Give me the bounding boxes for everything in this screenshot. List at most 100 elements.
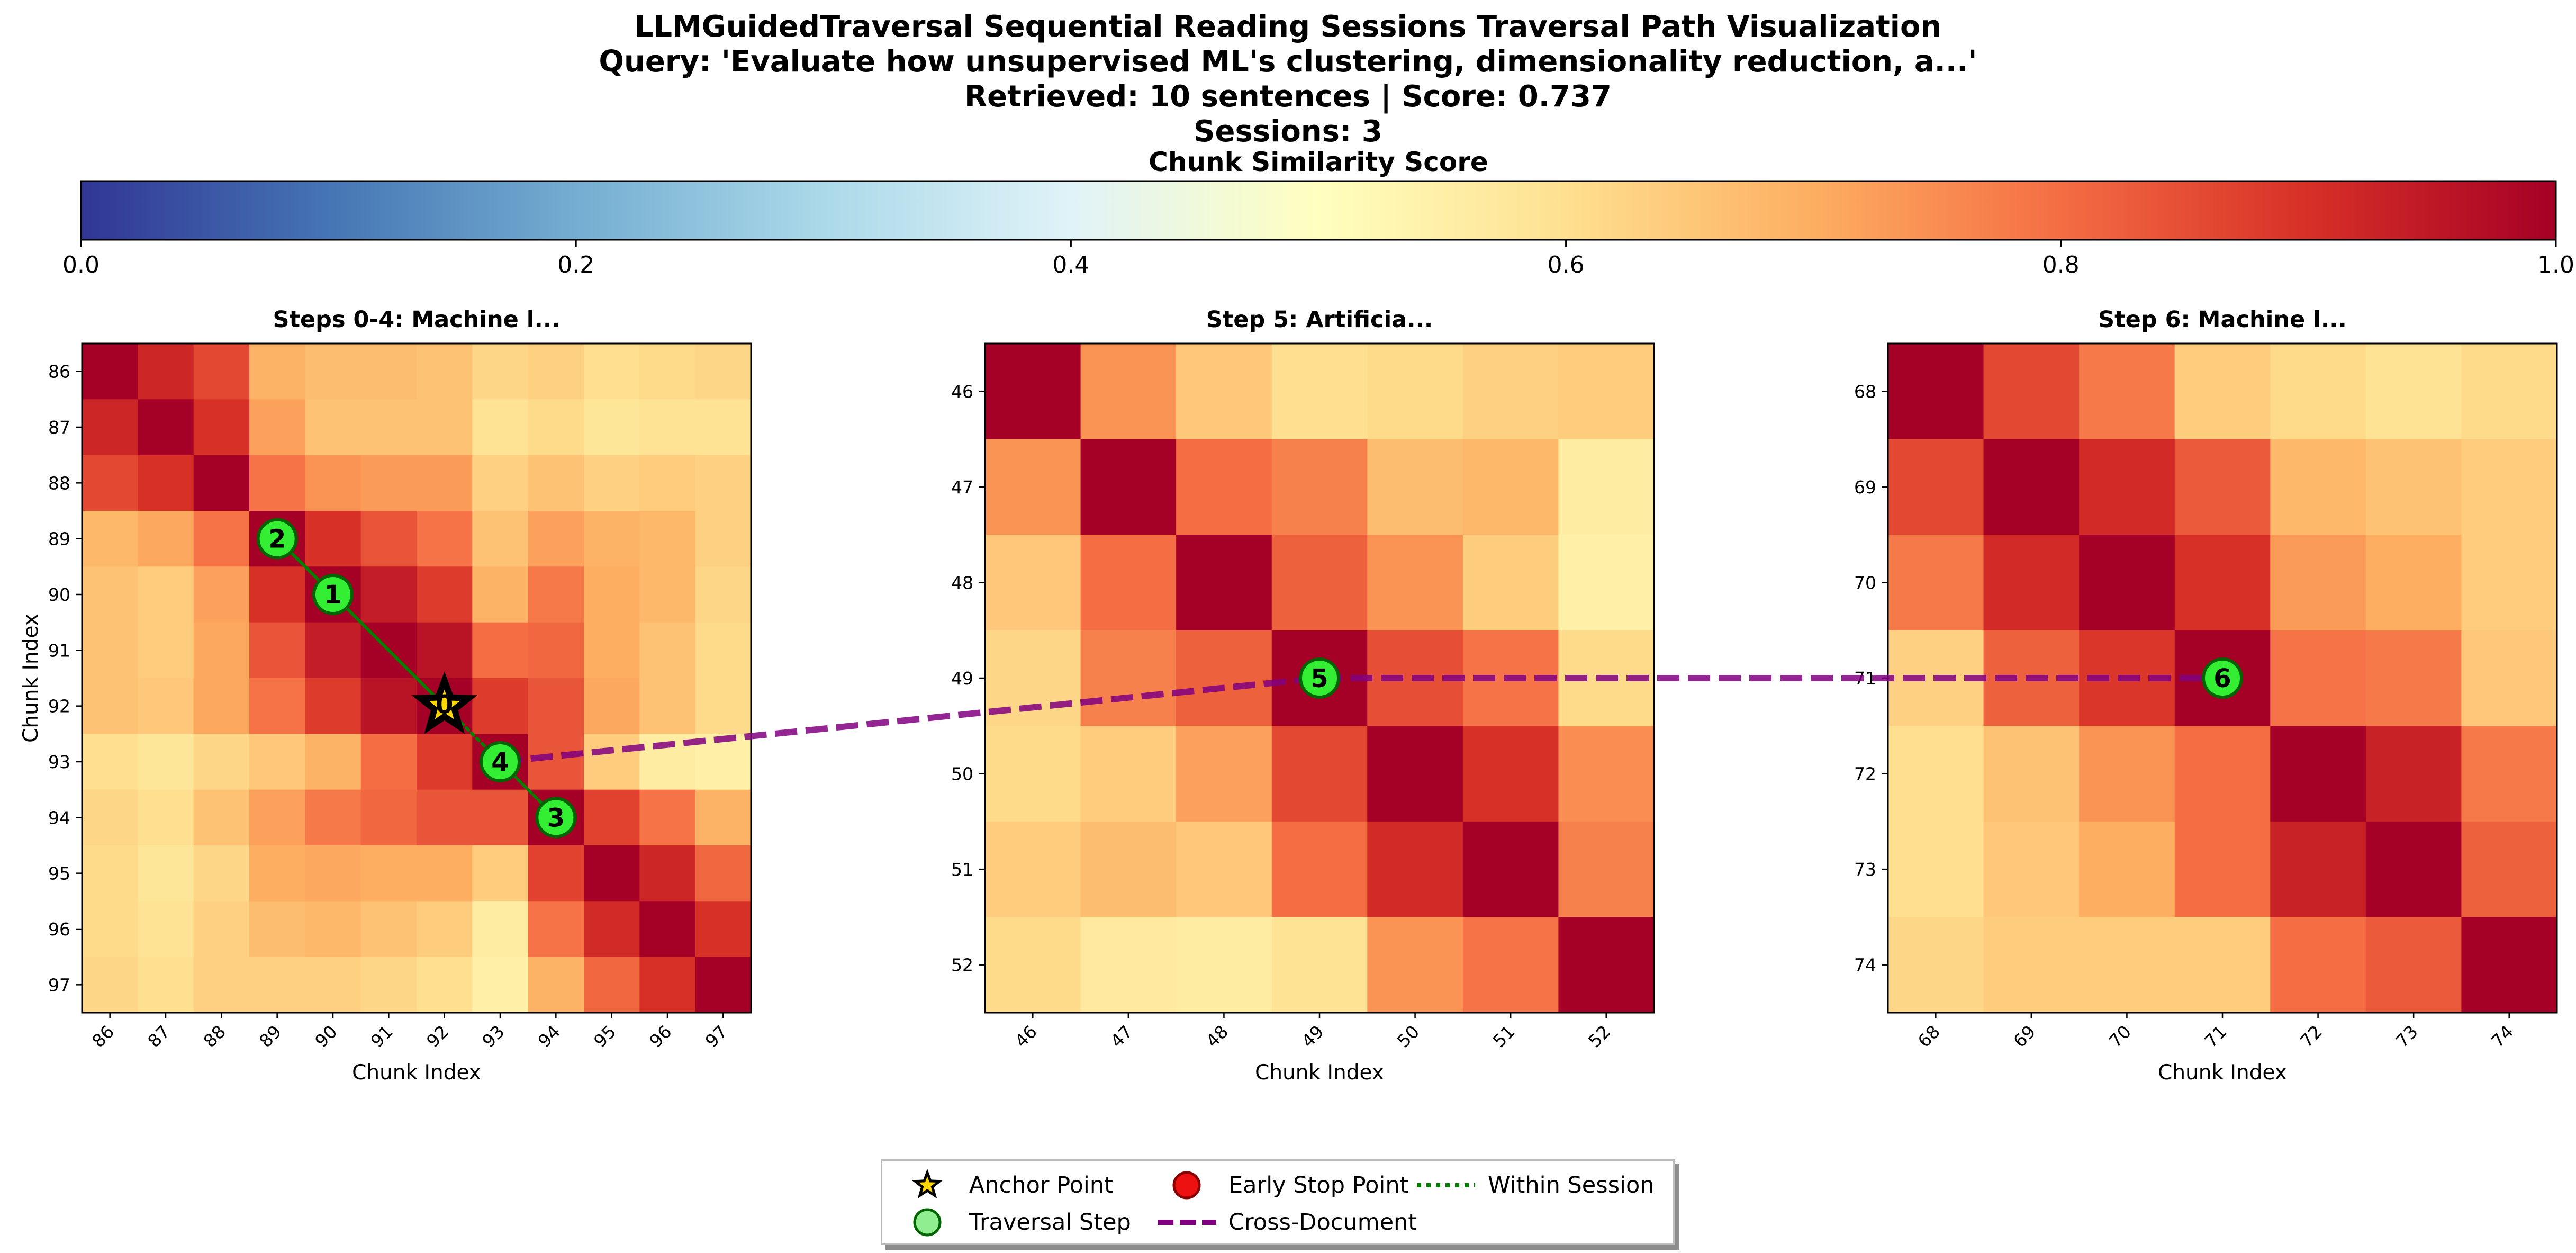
heatmap-cell bbox=[82, 845, 138, 902]
heatmap-cell bbox=[584, 566, 640, 623]
heatmap-cell bbox=[1367, 535, 1463, 631]
heatmap-cell bbox=[1888, 344, 1984, 440]
heatmap-cell bbox=[2365, 439, 2462, 535]
heatmap-cell bbox=[528, 566, 584, 623]
heatmap-cell bbox=[249, 344, 305, 400]
heatmap-cell bbox=[1176, 535, 1272, 631]
heatmap-cell bbox=[985, 439, 1081, 535]
step-number-label: 6 bbox=[2213, 664, 2231, 693]
colorbar-tick-label: 0.2 bbox=[557, 251, 594, 278]
heatmap-cell bbox=[360, 566, 417, 623]
x-tick-label: 86 bbox=[88, 1021, 118, 1051]
traversal-step-marker bbox=[256, 518, 298, 560]
heatmap-cell bbox=[1176, 726, 1272, 822]
heatmap-cell bbox=[1080, 535, 1177, 631]
heatmap-cell bbox=[2461, 439, 2557, 535]
heatmap-cell bbox=[249, 789, 305, 846]
heatmap-cell bbox=[2365, 821, 2462, 918]
heatmap-cell bbox=[193, 566, 250, 623]
y-tick-label: 46 bbox=[951, 381, 973, 402]
anchor-star-icon bbox=[911, 1169, 943, 1199]
heatmap-cell bbox=[360, 455, 417, 511]
heatmap-cell bbox=[2365, 344, 2462, 440]
heatmap-cell bbox=[2461, 630, 2557, 726]
heatmap-cell bbox=[1983, 439, 2080, 535]
heatmap-cell bbox=[528, 845, 584, 902]
heatmap-cell bbox=[584, 678, 640, 734]
heatmap-cell bbox=[360, 511, 417, 567]
heatmap-cell bbox=[528, 678, 584, 734]
y-tick-label: 87 bbox=[48, 417, 70, 438]
heatmap-cell bbox=[360, 678, 417, 734]
panel-title: Step 6: Machine l... bbox=[2098, 307, 2347, 333]
legend-label-anchor: Anchor Point bbox=[969, 1172, 1113, 1198]
legend-label-cross-document: Cross-Document bbox=[1228, 1209, 1417, 1236]
within-session-dotted-line-icon bbox=[1417, 1183, 1475, 1187]
heatmap-cell bbox=[305, 622, 361, 679]
heatmap-cell bbox=[249, 455, 305, 511]
step-number-label: 5 bbox=[1310, 664, 1328, 693]
heatmap-cell bbox=[1176, 439, 1272, 535]
heatmap-cell bbox=[2461, 535, 2557, 631]
early-stop-circle-icon bbox=[1172, 1171, 1201, 1200]
heatmap-cell bbox=[249, 734, 305, 790]
y-tick-label: 72 bbox=[1854, 764, 1876, 785]
y-tick-label: 92 bbox=[48, 696, 70, 717]
legend-label-early-stop: Early Stop Point bbox=[1228, 1172, 1409, 1198]
heatmap-cell bbox=[2461, 344, 2557, 440]
heatmap-cell bbox=[305, 845, 361, 902]
heatmap-cell bbox=[2365, 726, 2462, 822]
y-tick-label: 73 bbox=[1854, 859, 1876, 880]
step-number-label: 1 bbox=[324, 580, 341, 610]
heatmap-cell bbox=[305, 734, 361, 790]
heatmap-cell bbox=[193, 622, 250, 679]
x-tick-label: 72 bbox=[2296, 1021, 2326, 1051]
heatmap-panel-1: Steps 0-4: Machine l... 86 86 87 87 88 88 89 89 9… bbox=[19, 307, 752, 1085]
heatmap-cell bbox=[2270, 726, 2366, 822]
heatmap-cell bbox=[360, 901, 417, 958]
y-tick-label: 95 bbox=[48, 863, 70, 884]
heatmap-cell bbox=[472, 399, 529, 456]
legend-item-step: Traversal Step bbox=[893, 1206, 1131, 1238]
y-tick-label: 50 bbox=[951, 764, 973, 785]
heatmap-cell bbox=[193, 845, 250, 902]
heatmap-cell bbox=[1080, 726, 1177, 822]
heatmap-cell bbox=[193, 344, 250, 400]
heatmap-cell bbox=[138, 678, 194, 734]
heatmap-cell bbox=[1462, 535, 1559, 631]
heatmap-cell bbox=[249, 845, 305, 902]
heatmap-cell bbox=[2174, 917, 2271, 1013]
traversal-step-marker bbox=[480, 741, 521, 782]
heatmap-cell bbox=[82, 734, 138, 790]
anchor-step-label: 0 bbox=[436, 690, 453, 720]
colorbar bbox=[80, 180, 2557, 241]
heatmap-cell bbox=[2174, 344, 2271, 440]
heatmap-cell bbox=[1462, 344, 1559, 440]
heatmap-cell bbox=[2079, 821, 2175, 918]
heatmap-cell bbox=[1271, 535, 1368, 631]
heatmap-cell bbox=[472, 344, 529, 400]
step-number-label: 3 bbox=[547, 803, 565, 833]
heatmap-cell bbox=[249, 622, 305, 679]
x-tick-label: 74 bbox=[2487, 1021, 2517, 1051]
heatmap-cell bbox=[2270, 630, 2366, 726]
heatmap-cell bbox=[528, 455, 584, 511]
heatmap-cell bbox=[1983, 535, 2080, 631]
heatmap-cell bbox=[639, 957, 696, 1013]
heatmap-cell bbox=[193, 511, 250, 567]
heatmap-cell bbox=[2365, 917, 2462, 1013]
heatmap-cell bbox=[417, 789, 473, 846]
y-tick-label: 47 bbox=[951, 477, 973, 498]
heatmap-cell bbox=[472, 845, 529, 902]
heatmap-cell bbox=[249, 566, 305, 623]
y-tick-label: 90 bbox=[48, 584, 70, 605]
heatmap-cell bbox=[2270, 344, 2366, 440]
heatmap-cell bbox=[639, 566, 696, 623]
heatmap-cell bbox=[417, 455, 473, 511]
heatmap-cell bbox=[472, 678, 529, 734]
heatmap-cell bbox=[472, 957, 529, 1013]
heatmap-cell bbox=[1367, 344, 1463, 440]
heatmap-cell bbox=[417, 901, 473, 958]
heatmap-cell bbox=[2365, 535, 2462, 631]
x-tick-label: 50 bbox=[1393, 1021, 1423, 1051]
